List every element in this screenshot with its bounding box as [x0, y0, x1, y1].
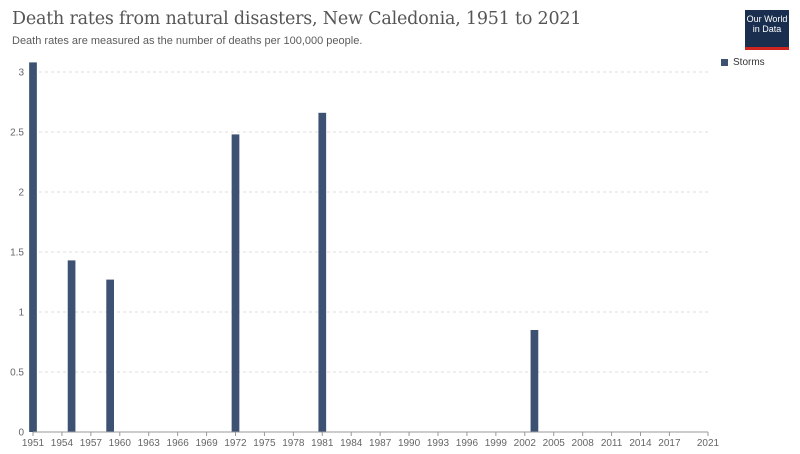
x-tick-label: 1990: [398, 438, 421, 449]
chart-subtitle: Death rates are measured as the number o…: [12, 35, 363, 47]
x-tick-label: 1975: [253, 438, 276, 449]
bar-storms-1981[interactable]: [318, 112, 327, 433]
x-axis-ticks: 1951 1954 1957 1960 1963 1966 1969 1972 1975 1978…: [22, 432, 720, 449]
x-tick-label: 2017: [658, 438, 681, 449]
x-tick-label: 1969: [195, 438, 218, 449]
owid-logo[interactable]: Our World in Data: [745, 10, 789, 50]
x-tick-label: 2011: [601, 438, 623, 449]
legend[interactable]: Storms: [721, 57, 765, 68]
x-tick-label: 1996: [456, 438, 479, 449]
x-tick-label: 2021: [697, 438, 720, 449]
x-tick-label: 1993: [427, 438, 450, 449]
logo-accent-bar: [745, 47, 789, 50]
bar-storms-1959[interactable]: [106, 279, 114, 432]
x-tick-label: 2005: [543, 438, 566, 449]
y-tick-label: 1: [18, 308, 24, 319]
x-tick-label: 2002: [514, 438, 537, 449]
y-tick-label: 0.5: [10, 368, 24, 379]
bar-storms-1951[interactable]: [29, 62, 37, 433]
y-tick-label: 3: [18, 68, 24, 79]
x-tick-label: 2008: [572, 438, 595, 449]
x-tick-label: 1987: [369, 438, 392, 449]
x-tick-label: 1978: [282, 438, 305, 449]
x-tick-label: 2014: [629, 438, 652, 449]
x-tick-label: 1999: [485, 438, 508, 449]
x-tick-label: 1963: [138, 438, 161, 449]
x-tick-label: 1957: [80, 438, 103, 449]
x-tick-label: 1951: [22, 438, 45, 449]
legend-swatch-storms: [721, 59, 728, 66]
x-tick-label: 1966: [167, 438, 190, 449]
x-tick-label: 1981: [311, 438, 334, 449]
x-tick-label: 1984: [340, 438, 363, 449]
logo-line-2: in Data: [752, 24, 782, 34]
y-axis-ticks: 0 0.5 1 1.5 2 2.5 3: [10, 68, 24, 439]
gridlines: [33, 71, 708, 373]
x-tick-label: 1954: [51, 438, 74, 449]
y-tick-label: 1.5: [10, 248, 24, 259]
chart-title: Death rates from natural disasters, New …: [12, 9, 582, 29]
x-tick-label: 1972: [224, 438, 247, 449]
bars: [29, 62, 539, 433]
y-tick-label: 2.5: [10, 128, 24, 139]
bar-storms-2003[interactable]: [530, 330, 539, 432]
bar-storms-1955[interactable]: [67, 260, 76, 432]
logo-line-1: Our World: [746, 14, 788, 24]
bar-storms-1972[interactable]: [231, 134, 240, 432]
y-tick-label: 0: [18, 428, 24, 439]
legend-label-storms: Storms: [733, 57, 765, 68]
x-tick-label: 1960: [109, 438, 132, 449]
y-tick-label: 2: [18, 188, 24, 199]
